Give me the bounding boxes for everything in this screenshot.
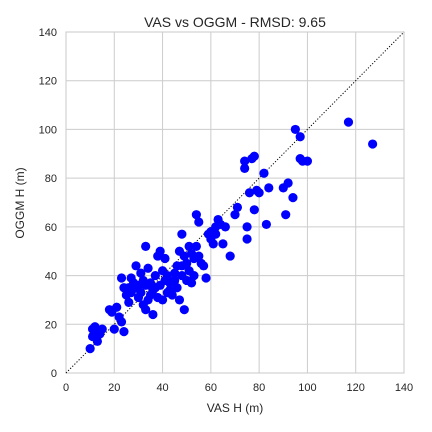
data-point — [242, 234, 252, 244]
data-point — [368, 139, 378, 149]
data-point — [162, 270, 172, 281]
chart-title: VAS vs OGGM - RMSD: 9.65 — [144, 14, 326, 30]
data-point — [189, 270, 199, 281]
data-point — [131, 261, 141, 271]
x-tick-label: 40 — [156, 382, 168, 394]
data-point — [124, 297, 134, 307]
data-point — [116, 273, 127, 283]
one-to-one-line — [65, 31, 405, 374]
data-point — [295, 132, 305, 142]
y-tick-label: 140 — [39, 27, 57, 39]
y-tick-label: 100 — [39, 124, 57, 136]
y-tick-labels: 0 20 40 60 80 100 120 140 — [39, 27, 57, 380]
data-point — [211, 229, 221, 239]
data-point — [112, 302, 122, 312]
data-point — [194, 217, 204, 227]
data-point — [290, 124, 300, 135]
data-point — [220, 222, 230, 232]
x-tick-label: 100 — [298, 382, 316, 394]
data-point — [85, 344, 95, 354]
data-point — [242, 222, 252, 232]
data-point — [288, 193, 298, 203]
data-point — [184, 241, 194, 251]
data-point — [199, 261, 209, 271]
y-tick-label: 0 — [51, 368, 57, 380]
data-point — [208, 239, 218, 249]
data-point — [232, 202, 243, 212]
data-point — [218, 239, 228, 249]
data-point — [179, 251, 189, 261]
data-point — [225, 251, 235, 261]
data-point — [201, 273, 211, 283]
data-point — [191, 241, 201, 251]
data-point — [302, 156, 313, 166]
data-point — [136, 268, 146, 278]
data-point — [264, 183, 274, 193]
data-point — [254, 188, 264, 198]
x-tick-label: 80 — [253, 382, 265, 394]
y-tick-label: 80 — [45, 173, 57, 185]
data-point — [244, 188, 255, 198]
x-tick-label: 20 — [108, 382, 120, 394]
data-point — [240, 156, 250, 166]
data-point — [92, 336, 102, 346]
data-point — [240, 163, 250, 173]
data-point — [182, 258, 192, 268]
data-point — [230, 210, 240, 220]
data-point — [194, 251, 204, 261]
data-point — [259, 168, 269, 178]
data-points — [85, 117, 378, 354]
y-tick-label: 120 — [39, 76, 57, 88]
x-tick-label: 120 — [347, 382, 365, 394]
data-point — [148, 309, 158, 320]
data-point — [179, 305, 189, 315]
data-point — [172, 283, 182, 293]
data-point — [177, 229, 187, 239]
x-axis-label: VAS H (m) — [207, 401, 263, 415]
data-point — [155, 246, 165, 256]
data-point — [167, 290, 177, 300]
data-point — [249, 205, 259, 215]
data-point — [186, 278, 197, 288]
y-tick-label: 40 — [45, 271, 57, 283]
grid — [66, 32, 404, 373]
x-tick-label: 60 — [205, 382, 217, 394]
y-tick-label: 60 — [45, 222, 57, 234]
data-point — [97, 324, 107, 334]
data-point — [343, 117, 354, 127]
data-point — [249, 151, 259, 161]
x-tick-labels: 0 20 40 60 80 100 120 140 — [63, 382, 413, 394]
data-point — [109, 324, 119, 334]
data-point — [116, 317, 127, 327]
data-point — [283, 178, 293, 188]
data-point — [150, 270, 160, 281]
x-tick-label: 0 — [63, 382, 69, 394]
data-point — [160, 253, 170, 264]
data-point — [157, 295, 168, 305]
data-point — [143, 263, 153, 273]
data-point — [141, 241, 151, 251]
data-point — [281, 210, 291, 220]
data-point — [261, 219, 271, 230]
x-tick-label: 140 — [395, 382, 413, 394]
y-tick-label: 20 — [45, 319, 57, 331]
data-point — [174, 295, 185, 305]
data-point — [141, 305, 151, 315]
data-point — [136, 288, 146, 298]
data-point — [191, 210, 201, 220]
data-point — [119, 326, 129, 337]
y-axis-label: OGGM H (m) — [13, 167, 27, 238]
data-point — [170, 275, 180, 286]
data-point — [170, 268, 180, 278]
